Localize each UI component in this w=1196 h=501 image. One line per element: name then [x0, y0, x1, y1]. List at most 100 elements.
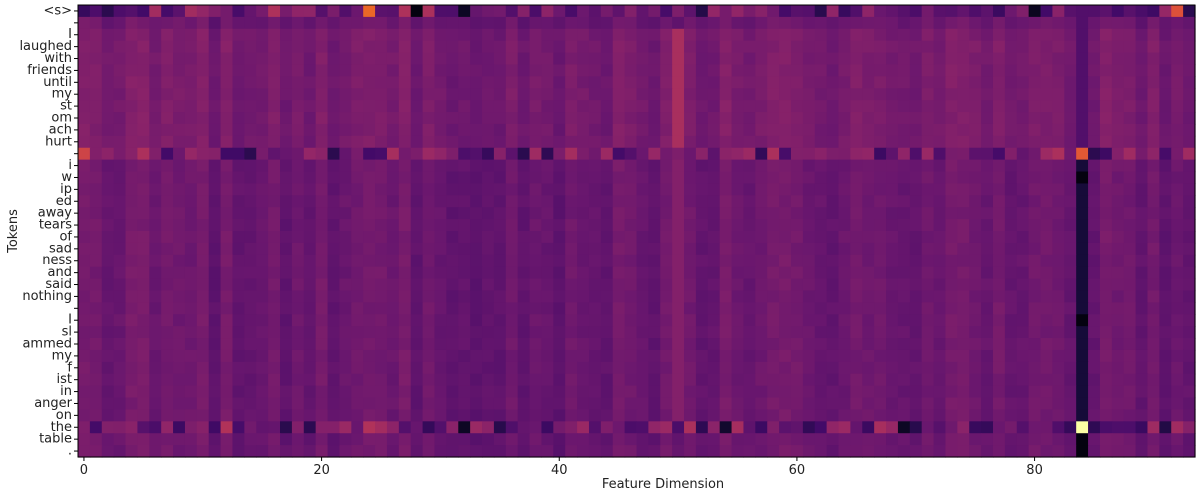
- heatmap-cell: [672, 421, 685, 434]
- heatmap-cell: [137, 242, 150, 256]
- heatmap-cell: [850, 338, 863, 351]
- heatmap-cell: [802, 361, 816, 375]
- heatmap-cell: [945, 195, 958, 208]
- heatmap-cell: [600, 171, 614, 185]
- heatmap-cell: [648, 421, 661, 434]
- heatmap-cell: [886, 361, 899, 375]
- heatmap-cell: [482, 397, 495, 411]
- heatmap-cell: [731, 195, 745, 208]
- heatmap-cell: [1135, 147, 1149, 161]
- heatmap-cell: [493, 278, 507, 292]
- heatmap-cell: [410, 385, 424, 399]
- heatmap-cell: [1111, 88, 1125, 101]
- heatmap-cell: [1099, 290, 1113, 303]
- heatmap-cell: [826, 231, 840, 244]
- heatmap-cell: [315, 5, 329, 18]
- heatmap-cell: [375, 373, 388, 387]
- heatmap-cell: [196, 445, 210, 458]
- heatmap-cell: [470, 373, 483, 387]
- heatmap-cell: [256, 397, 269, 411]
- heatmap-cell: [291, 231, 305, 244]
- heatmap-cell: [1123, 254, 1137, 268]
- heatmap-cell: [1099, 445, 1113, 458]
- heatmap-cell: [731, 385, 745, 399]
- heatmap-cell: [173, 242, 186, 256]
- heatmap-cell: [482, 195, 495, 208]
- heatmap-cell: [268, 112, 281, 125]
- heatmap-cell: [1111, 52, 1125, 66]
- heatmap-cell: [244, 397, 257, 411]
- heatmap-cell: [779, 195, 792, 208]
- heatmap-cell: [1123, 409, 1137, 422]
- heatmap-cell: [565, 266, 578, 280]
- heatmap-cell: [422, 64, 436, 77]
- heatmap-cell: [196, 266, 210, 280]
- heatmap-cell: [743, 171, 756, 185]
- heatmap-cell: [303, 445, 317, 458]
- heatmap-cell: [161, 231, 174, 244]
- heatmap-cell: [1171, 64, 1184, 77]
- heatmap-cell: [113, 242, 127, 256]
- heatmap-cell: [802, 373, 816, 387]
- heatmap-cell: [184, 171, 198, 185]
- heatmap-cell: [577, 349, 590, 363]
- heatmap-cell: [790, 373, 804, 387]
- heatmap-cell: [161, 421, 174, 434]
- heatmap-cell: [1159, 361, 1172, 375]
- heatmap-cell: [767, 254, 780, 268]
- heatmap-cell: [957, 385, 970, 399]
- heatmap-cell: [612, 302, 626, 315]
- heatmap-cell: [78, 278, 91, 292]
- heatmap-cell: [1016, 171, 1030, 185]
- heatmap-cell: [1147, 302, 1160, 315]
- heatmap-cell: [137, 349, 150, 363]
- heatmap-cell: [695, 147, 709, 161]
- heatmap-cell: [1183, 278, 1196, 292]
- heatmap-cell: [577, 28, 590, 42]
- heatmap-cell: [493, 5, 507, 18]
- heatmap-cell: [802, 5, 816, 18]
- heatmap-cell: [410, 183, 424, 196]
- heatmap-cell: [897, 361, 911, 375]
- heatmap-cell: [268, 40, 281, 54]
- heatmap-cell: [612, 195, 626, 208]
- heatmap-cell: [790, 100, 804, 113]
- heatmap-cell: [981, 64, 994, 77]
- heatmap-cell: [933, 373, 947, 387]
- heatmap-cell: [517, 207, 531, 220]
- heatmap-cell: [291, 361, 305, 375]
- heatmap-cell: [208, 88, 222, 101]
- heatmap-cell: [173, 219, 186, 232]
- heatmap-cell: [517, 373, 531, 387]
- heatmap-cell: [992, 28, 1006, 42]
- heatmap-cell: [303, 76, 317, 89]
- heatmap-cell: [149, 361, 162, 375]
- heatmap-cell: [755, 302, 768, 315]
- heatmap-cell: [398, 385, 412, 399]
- heatmap-cell: [482, 445, 495, 458]
- heatmap-cell: [969, 100, 982, 113]
- heatmap-cell: [137, 112, 150, 125]
- heatmap-cell: [315, 88, 329, 101]
- heatmap-cell: [577, 207, 590, 220]
- heatmap-cell: [1135, 135, 1149, 149]
- heatmap-cell: [992, 147, 1006, 161]
- heatmap-cell: [624, 397, 638, 411]
- heatmap-cell: [196, 421, 210, 434]
- heatmap-cell: [1016, 349, 1030, 363]
- heatmap-cell: [553, 135, 566, 149]
- heatmap-cell: [315, 385, 329, 399]
- heatmap-cell: [434, 28, 447, 42]
- heatmap-cell: [410, 112, 424, 125]
- heatmap-cell: [196, 361, 210, 375]
- heatmap-cell: [113, 326, 127, 339]
- heatmap-cell: [897, 302, 911, 315]
- heatmap-cell: [969, 135, 982, 149]
- heatmap-cell: [612, 231, 626, 244]
- heatmap-cell: [1147, 219, 1160, 232]
- heatmap-cell: [1088, 326, 1101, 339]
- heatmap-cell: [101, 76, 115, 89]
- heatmap-cell: [909, 159, 923, 173]
- heatmap-cell: [363, 135, 376, 149]
- heatmap-cell: [244, 290, 257, 303]
